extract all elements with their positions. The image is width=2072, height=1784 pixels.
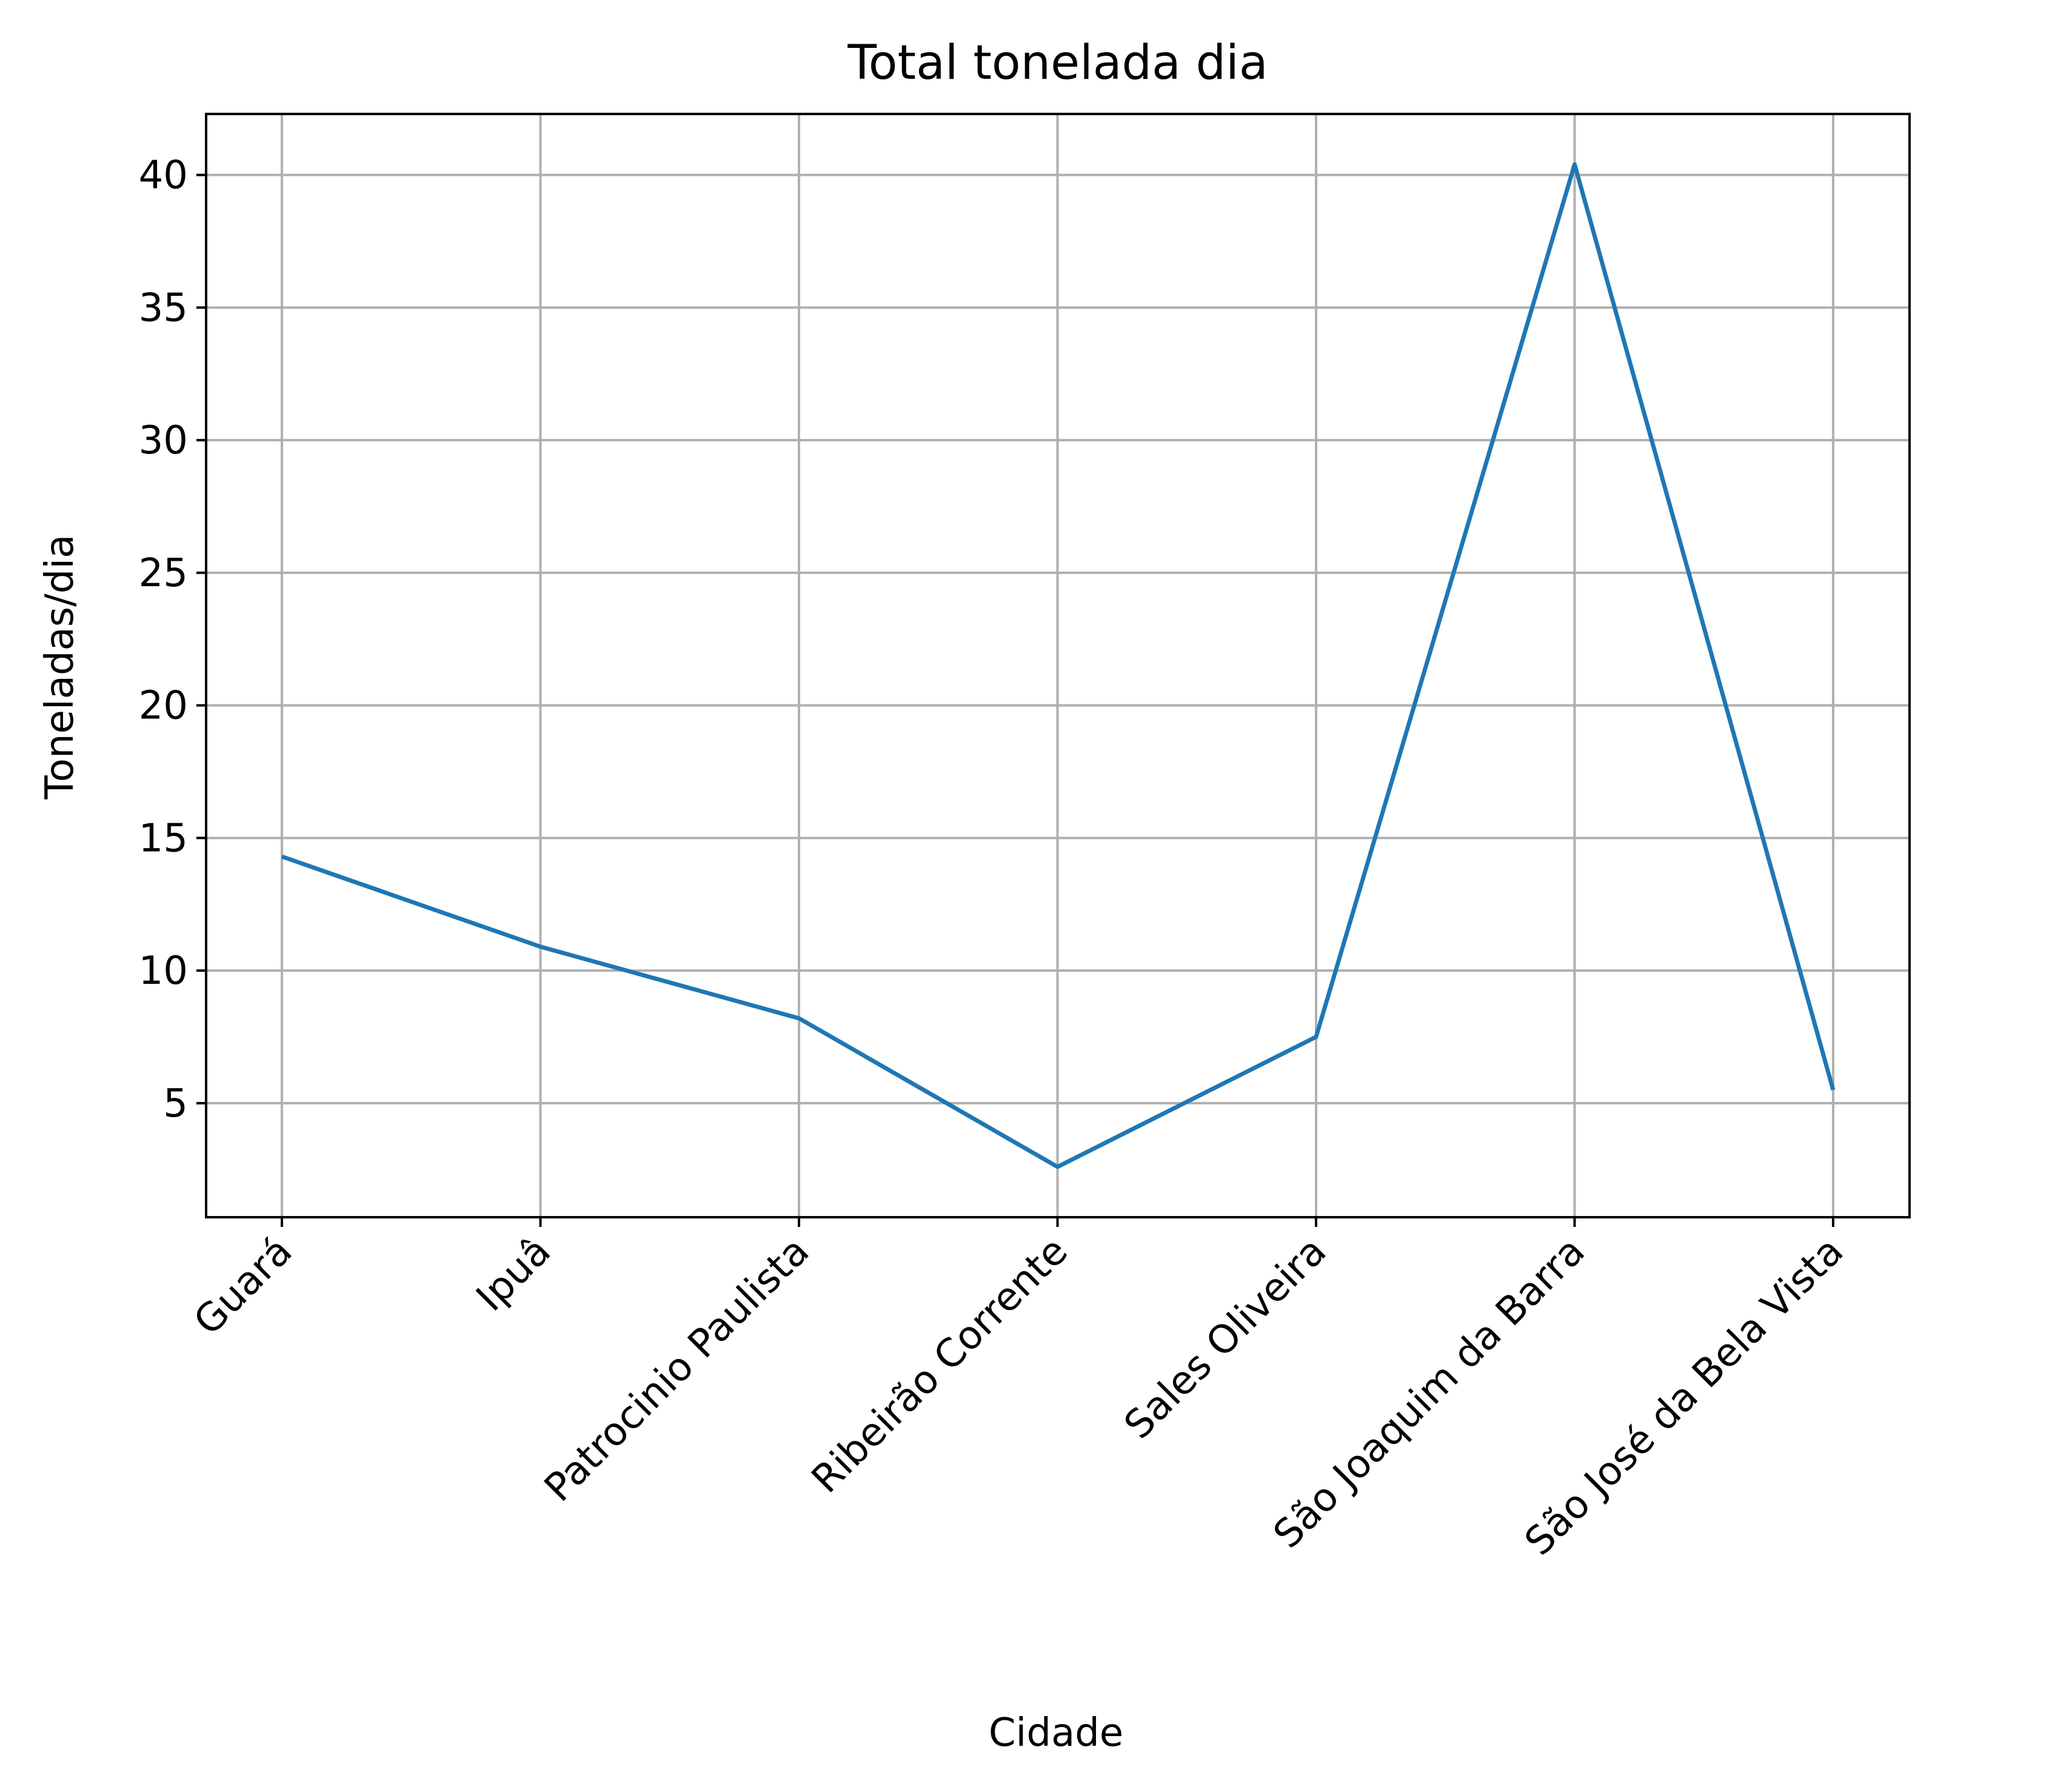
y-axis: 5 10 15 20 25 30 35 40 — [139, 153, 206, 1126]
y-tick-label: 40 — [139, 153, 188, 198]
y-axis-title: Toneladas/dia — [38, 535, 82, 800]
y-tick-label: 30 — [139, 418, 188, 463]
y-tick-label: 15 — [139, 816, 188, 861]
series-line — [281, 162, 1836, 1169]
y-tick-label: 20 — [139, 684, 188, 729]
chart-title: Total tonelada dia — [847, 36, 1268, 90]
y-tick-label: 5 — [163, 1081, 188, 1126]
x-axis-title: Cidade — [989, 1711, 1123, 1756]
y-tick-label: 10 — [139, 949, 188, 994]
y-tick-label: 25 — [139, 551, 188, 596]
y-tick-label: 35 — [139, 286, 188, 330]
series-layer — [281, 162, 1836, 1169]
